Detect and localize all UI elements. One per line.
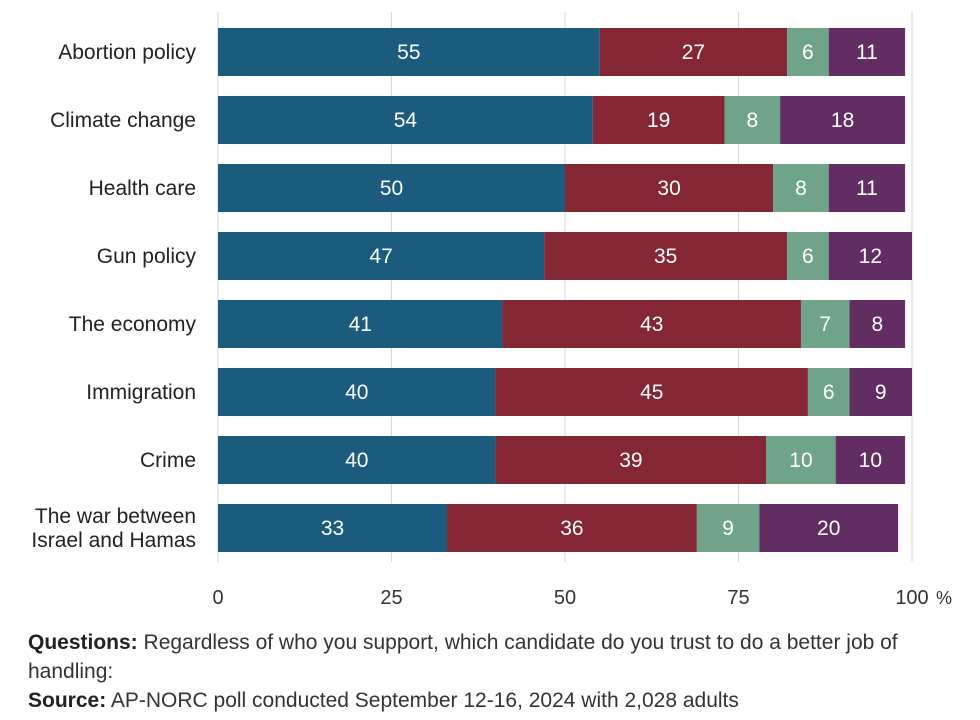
bar-segment: [599, 28, 788, 76]
bar-segment: [218, 300, 503, 348]
bar-segment: [218, 232, 545, 280]
questions-label: Questions:: [28, 631, 138, 654]
bar-value-label: 41: [349, 313, 372, 336]
bar-segment: [696, 504, 760, 552]
chart-notes: Questions: Regardless of who you support…: [28, 628, 958, 715]
bar-value-label: 45: [640, 381, 663, 404]
bar-segment: [218, 164, 565, 212]
bar-segment: [565, 164, 774, 212]
x-tick-label: 25: [380, 587, 402, 609]
category-label: The economy: [69, 313, 197, 336]
category-label: Immigration: [86, 381, 196, 404]
bar-segment: [787, 28, 829, 76]
bar-segment: [544, 232, 788, 280]
bar-value-label: 27: [682, 41, 705, 64]
x-tick-label: 100: [895, 587, 928, 609]
bar-segment: [218, 504, 448, 552]
bar-value-label: 39: [619, 449, 642, 472]
bar-value-label: 8: [795, 177, 807, 200]
bar-value-label: 11: [856, 177, 878, 200]
source-text: AP-NORC poll conducted September 12-16, …: [106, 689, 739, 712]
bar-segment: [780, 96, 906, 144]
bar-value-label: 8: [871, 313, 883, 336]
x-tick-label: 0: [212, 587, 223, 609]
bar-segment: [766, 436, 836, 484]
bar-segment: [849, 368, 912, 416]
bar-segment: [218, 436, 496, 484]
questions-note: Questions: Regardless of who you support…: [28, 628, 958, 686]
bar-value-label: 7: [819, 313, 831, 336]
bar-segment: [773, 164, 829, 212]
x-tick-label: 75: [727, 587, 749, 609]
bar-value-label: 30: [657, 177, 680, 200]
stacked-bar-chart: 55 27 6 11 54 19 8 18 50 30 8 11 47 35 6 12 41 43 7 8 40 45 6 9…: [31, 12, 952, 609]
bar-value-label: 6: [823, 381, 835, 404]
bar-value-label: 6: [802, 41, 814, 64]
category-label: Gun policy: [97, 245, 197, 268]
bar-value-label: 18: [831, 109, 854, 132]
bar-segment: [787, 232, 829, 280]
bar-value-label: 8: [747, 109, 759, 132]
bar-value-label: 12: [859, 245, 882, 268]
bar-value-label: 54: [394, 109, 418, 132]
bar-segment: [800, 300, 850, 348]
bar-value-label: 43: [640, 313, 663, 336]
bar-value-label: 6: [802, 245, 814, 268]
bar-value-label: 11: [856, 41, 878, 64]
bar-segment: [724, 96, 781, 144]
bar-segment: [218, 96, 593, 144]
x-unit-label: %: [936, 588, 952, 608]
bar-value-label: 55: [397, 41, 420, 64]
source-label: Source:: [28, 689, 107, 712]
bar-value-label: 50: [380, 177, 403, 200]
bar-segment: [807, 368, 850, 416]
bar-segment: [592, 96, 725, 144]
questions-text: Regardless of who you support, which can…: [28, 631, 898, 683]
bar-value-label: 20: [817, 517, 840, 540]
bar-segment: [502, 300, 801, 348]
source-note: Source: AP-NORC poll conducted September…: [28, 686, 958, 715]
bar-value-label: 40: [345, 449, 368, 472]
bar-value-label: 9: [722, 517, 734, 540]
category-label: Crime: [140, 449, 196, 472]
category-label: Health care: [89, 177, 196, 200]
bar-segment: [218, 28, 600, 76]
bar-segment: [495, 436, 767, 484]
bar-value-label: 33: [321, 517, 344, 540]
bar-value-label: 47: [369, 245, 392, 268]
bar-segment: [828, 28, 906, 76]
category-label: The war between Israel and Hamas: [31, 505, 196, 552]
bar-value-label: 19: [647, 109, 670, 132]
bar-segment: [218, 368, 496, 416]
bars: 55 27 6 11 54 19 8 18 50 30 8 11 47 35 6 12 41 43 7 8 40 45 6 9…: [218, 28, 912, 552]
bar-segment: [828, 164, 906, 212]
bar-segment: [849, 300, 906, 348]
bar-value-label: 10: [789, 449, 812, 472]
x-tick-label: 50: [554, 587, 576, 609]
bar-segment: [759, 504, 899, 552]
bar-value-label: 36: [560, 517, 583, 540]
bar-value-label: 9: [875, 381, 887, 404]
bar-segment: [495, 368, 808, 416]
bar-value-label: 35: [654, 245, 677, 268]
bar-segment: [828, 232, 912, 280]
category-labels: Abortion policy Climate change Health care…: [31, 41, 196, 552]
x-axis: 0 25 50 75 100%: [212, 587, 952, 609]
category-label: Climate change: [50, 109, 196, 132]
category-label: Abortion policy: [58, 41, 196, 64]
bar-value-label: 40: [345, 381, 368, 404]
bar-segment: [447, 504, 697, 552]
bar-value-label: 10: [859, 449, 882, 472]
bar-segment: [835, 436, 906, 484]
